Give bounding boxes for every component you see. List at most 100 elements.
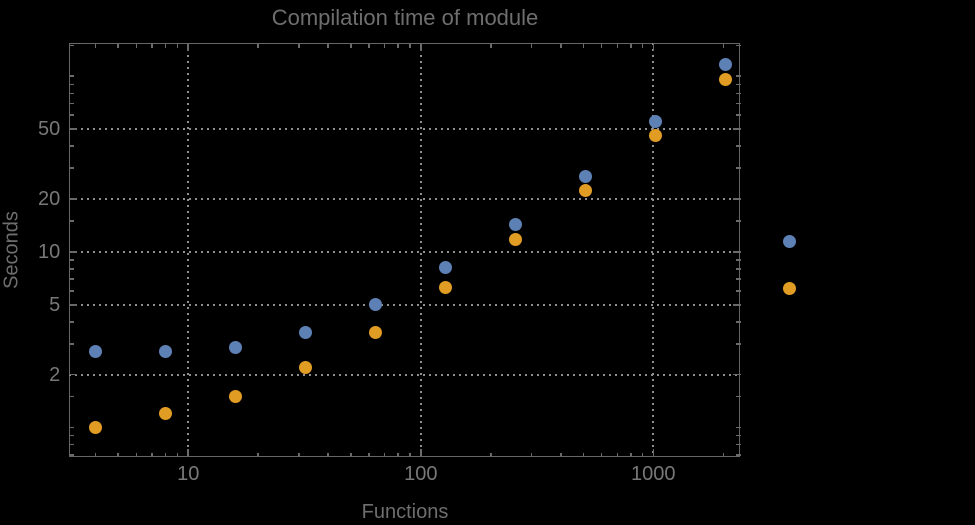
x-minor-tick xyxy=(641,452,644,457)
y-tick-label: 20 xyxy=(38,188,61,211)
y-minor-tick xyxy=(69,259,74,261)
y-major-tick xyxy=(732,304,741,306)
y-minor-tick xyxy=(736,83,741,86)
y-minor-tick xyxy=(736,321,741,323)
y-minor-tick xyxy=(69,220,74,222)
data-point-series-2-orange xyxy=(579,183,593,197)
data-point-series-2-orange xyxy=(299,360,313,374)
y-minor-tick xyxy=(736,145,741,147)
x-minor-tick xyxy=(560,43,562,48)
x-gridline xyxy=(652,43,655,457)
y-minor-tick xyxy=(69,75,74,77)
x-minor-tick xyxy=(94,43,97,48)
data-point-series-2-orange xyxy=(369,325,383,339)
data-point-series-1-blue xyxy=(509,218,523,232)
data-point-series-2-orange xyxy=(649,128,663,142)
y-minor-tick xyxy=(736,343,741,345)
x-minor-tick xyxy=(151,43,153,48)
y-tick-label: 2 xyxy=(49,363,61,386)
y-minor-tick xyxy=(736,220,741,222)
data-point-series-1-blue xyxy=(439,260,453,274)
data-point-series-1-blue xyxy=(89,345,103,359)
data-point-series-1-blue xyxy=(649,115,663,129)
y-tick-label: 5 xyxy=(49,293,61,316)
y-minor-tick xyxy=(736,395,741,398)
data-point-series-2-orange xyxy=(719,72,733,86)
x-minor-tick xyxy=(530,43,533,48)
data-point-series-1-blue xyxy=(579,169,593,183)
x-minor-tick xyxy=(368,43,370,48)
x-minor-tick xyxy=(298,43,300,48)
x-minor-tick xyxy=(257,43,259,48)
y-minor-tick xyxy=(69,167,74,169)
x-minor-tick xyxy=(327,43,329,48)
x-minor-tick xyxy=(630,43,632,48)
data-point-series-1-blue xyxy=(369,297,383,311)
y-major-tick xyxy=(732,128,741,130)
y-major-tick xyxy=(69,373,78,376)
y-major-tick xyxy=(69,128,78,130)
y-minor-tick xyxy=(736,44,741,47)
x-minor-tick xyxy=(722,43,725,48)
x-minor-tick xyxy=(257,452,259,457)
x-minor-tick xyxy=(490,43,492,48)
data-point-series-1-blue xyxy=(229,341,243,355)
y-tick-label: 50 xyxy=(38,118,61,141)
x-major-tick xyxy=(420,43,422,52)
x-minor-tick xyxy=(409,43,411,48)
x-minor-tick xyxy=(298,452,300,457)
x-minor-tick xyxy=(327,452,329,457)
x-minor-tick xyxy=(164,452,167,457)
x-minor-tick xyxy=(176,452,179,457)
y-minor-tick xyxy=(69,343,74,345)
y-minor-tick xyxy=(69,92,74,94)
data-point-series-2-orange xyxy=(509,233,523,247)
x-minor-tick xyxy=(164,43,167,48)
x-minor-tick xyxy=(722,452,725,457)
y-major-tick xyxy=(69,304,78,306)
y-minor-tick xyxy=(69,454,74,456)
y-minor-tick xyxy=(736,75,741,77)
y-tick-label: 10 xyxy=(38,240,61,263)
x-major-tick xyxy=(652,449,655,457)
chart-title: Compilation time of module xyxy=(271,5,539,30)
y-minor-tick xyxy=(736,443,741,446)
y-minor-tick xyxy=(736,114,741,116)
y-minor-tick xyxy=(69,426,74,429)
y-minor-tick xyxy=(736,92,741,94)
x-minor-tick xyxy=(117,43,119,48)
y-minor-tick xyxy=(736,434,741,437)
x-minor-tick xyxy=(600,452,603,457)
y-major-tick xyxy=(732,251,741,253)
x-minor-tick xyxy=(151,452,153,457)
x-tick-label: 1000 xyxy=(631,463,676,485)
y-minor-tick xyxy=(69,268,74,270)
x-minor-tick xyxy=(383,452,386,457)
x-minor-tick xyxy=(397,43,399,48)
x-minor-tick xyxy=(383,43,386,48)
plot-frame xyxy=(68,42,740,457)
y-gridline xyxy=(69,198,741,201)
data-point-series-2-orange xyxy=(89,421,103,435)
y-minor-tick xyxy=(69,102,74,105)
x-minor-tick xyxy=(530,452,533,457)
legend-marker-series2 xyxy=(783,282,796,295)
x-minor-tick xyxy=(630,452,632,457)
y-gridline xyxy=(69,250,741,253)
x-minor-tick xyxy=(490,452,492,457)
y-gridline xyxy=(69,303,741,306)
y-minor-tick xyxy=(736,102,741,105)
x-minor-tick xyxy=(616,43,619,48)
x-gridline xyxy=(419,43,422,457)
y-minor-tick xyxy=(736,259,741,261)
x-minor-tick xyxy=(600,43,603,48)
y-minor-tick xyxy=(736,426,741,429)
y-minor-tick xyxy=(736,268,741,270)
x-gridline xyxy=(187,43,190,457)
x-minor-tick xyxy=(117,452,119,457)
x-minor-tick xyxy=(94,452,97,457)
x-major-tick xyxy=(420,449,422,457)
y-axis-label: Seconds xyxy=(0,211,23,289)
data-point-series-2-orange xyxy=(159,407,173,421)
